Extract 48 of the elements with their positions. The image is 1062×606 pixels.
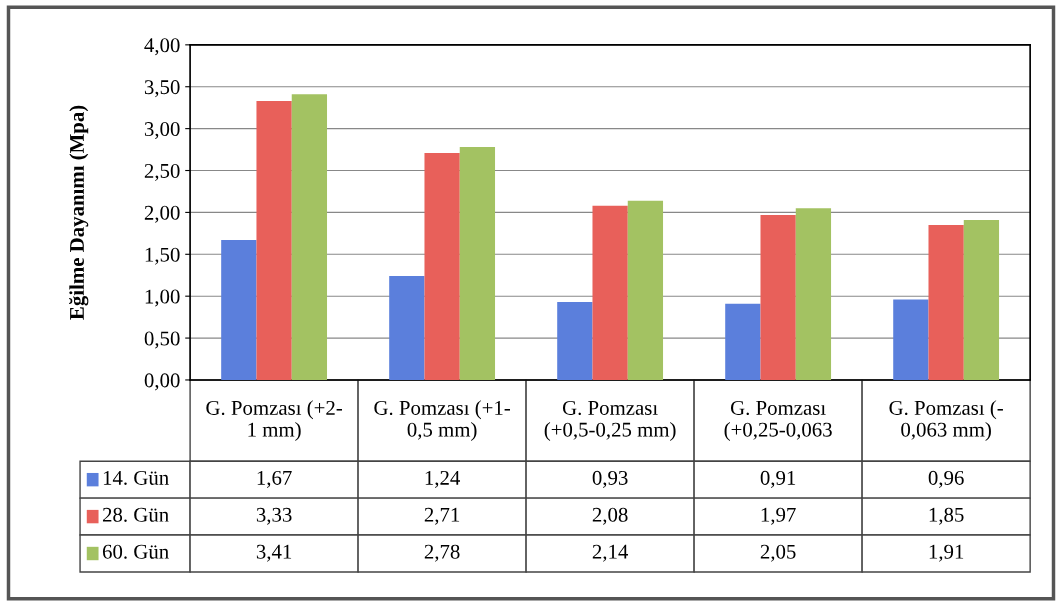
data-label: 3,33 <box>256 507 292 525</box>
bar <box>459 147 496 380</box>
bar <box>627 200 664 380</box>
data-label: 0,91 <box>760 470 796 488</box>
x-tick-label: G. Pomzası (+0,5-0,25 mm) <box>544 400 676 441</box>
data-label: 1,91 <box>929 544 964 562</box>
y-tick-label: 1,00 <box>145 289 180 307</box>
data-label: 1,85 <box>929 507 964 525</box>
bar <box>557 302 593 380</box>
bar <box>725 303 761 380</box>
data-label: 2,08 <box>592 507 628 525</box>
y-tick-label: 3,50 <box>144 80 180 98</box>
bar <box>963 219 1000 380</box>
data-label: 2,05 <box>760 544 796 562</box>
y-tick-label: 0,00 <box>144 373 180 391</box>
bar <box>256 100 292 380</box>
bar <box>221 240 257 380</box>
data-label: 1,24 <box>425 470 461 488</box>
data-label: 1,97 <box>761 507 796 525</box>
bar <box>424 152 460 380</box>
y-tick-label: 3,00 <box>144 122 180 140</box>
bar <box>592 205 628 380</box>
y-tick-label: 2,00 <box>144 205 180 223</box>
bar <box>291 94 328 380</box>
x-tick-label: G. Pomzası (+2- 1 mm) <box>206 400 342 441</box>
y-tick-label: 0,50 <box>144 331 180 349</box>
data-label: 2,78 <box>424 544 460 562</box>
y-tick-label: 4,00 <box>144 38 180 56</box>
bar <box>928 224 964 380</box>
data-label: 2,71 <box>424 507 460 525</box>
y-tick-label: 2,50 <box>144 163 180 181</box>
y-tick-label: 1,50 <box>145 247 180 265</box>
data-label: 2,14 <box>592 544 629 562</box>
bar <box>795 208 832 380</box>
legend-label: 28. Gün <box>102 507 169 522</box>
y-axis-title: Eğilme Dayanımı (Mpa) <box>69 105 89 320</box>
legend-label: 60. Gün <box>102 544 169 559</box>
x-tick-label: G. Pomzası (- 0,063 mm) <box>889 400 1003 441</box>
data-label: 3,41 <box>256 544 292 562</box>
x-tick-label: G. Pomzası (+1- 0,5 mm) <box>374 400 511 441</box>
legend-label: 14. Gün <box>103 470 169 485</box>
bar <box>893 299 929 380</box>
x-tick-label: G. Pomzası (+0,25-0,063 <box>724 400 832 441</box>
bar <box>389 276 425 380</box>
data-label: 0,93 <box>592 470 628 488</box>
data-label: 0,96 <box>928 470 964 488</box>
bar <box>760 214 796 380</box>
data-label: 1,67 <box>257 470 292 488</box>
